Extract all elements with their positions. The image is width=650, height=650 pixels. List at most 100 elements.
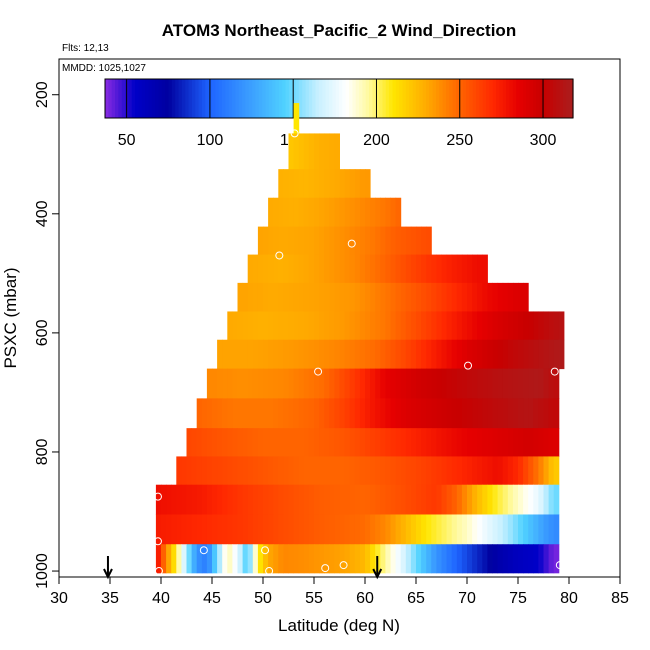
- data-points: [153, 129, 573, 576]
- heatmap-cell: [227, 311, 233, 341]
- heatmap-cell: [344, 282, 351, 312]
- colorbar-swatch: [445, 79, 450, 118]
- heatmap-cell: [395, 368, 402, 399]
- heatmap-cell: [263, 311, 269, 341]
- heatmap-cell: [507, 282, 514, 312]
- heatmap-cell: [201, 428, 208, 457]
- heatmap-cell: [349, 514, 356, 545]
- heatmap-cell: [456, 311, 463, 341]
- colorbar-swatch: [111, 79, 116, 118]
- heatmap-cell: [543, 368, 550, 399]
- heatmap-cell: [324, 282, 330, 312]
- heatmap-cell: [334, 484, 340, 515]
- heatmap-cell: [232, 514, 238, 545]
- colorbar-swatch: [318, 79, 323, 118]
- heatmap-cell: [426, 398, 432, 429]
- heatmap-cell: [186, 484, 193, 515]
- colorbar-swatch: [322, 79, 327, 118]
- data-point: [275, 251, 284, 260]
- heatmap-cell: [344, 428, 351, 457]
- heatmap-cell: [533, 484, 539, 515]
- heatmap-cell: [176, 456, 182, 486]
- heatmap-cell: [390, 368, 397, 399]
- heatmap-cell: [533, 398, 539, 429]
- heatmap-cell: [349, 254, 356, 284]
- heatmap-cell: [497, 428, 504, 457]
- heatmap-cell: [507, 339, 514, 370]
- heatmap-cell: [518, 368, 524, 399]
- colorbar-swatch: [349, 79, 353, 118]
- heatmap-cell: [288, 339, 295, 370]
- heatmap-cell: [232, 339, 238, 370]
- heatmap-cell: [263, 254, 269, 284]
- heatmap-cell: [492, 398, 499, 429]
- heatmap-cell: [196, 544, 203, 574]
- heatmap-cell: [518, 339, 524, 370]
- y-tick-label: 1000: [34, 553, 51, 589]
- heatmap-cell: [181, 456, 187, 486]
- heatmap-cell: [293, 339, 300, 370]
- heatmap-cell: [268, 339, 274, 370]
- heatmap-cell: [426, 339, 432, 370]
- data-point: [314, 367, 323, 376]
- heatmap-cell: [370, 339, 376, 370]
- heatmap-cell: [375, 428, 381, 457]
- heatmap-cell: [344, 254, 351, 284]
- heatmap-cell: [206, 368, 213, 399]
- heatmap-cell: [548, 456, 555, 486]
- heatmap-cell: [319, 544, 325, 574]
- heatmap-cell: [212, 514, 218, 545]
- heatmap-cell: [354, 368, 361, 399]
- heatmap-cell: [186, 456, 193, 486]
- heatmap-cell: [319, 169, 325, 199]
- heatmap-cell: [324, 311, 330, 341]
- colorbar-swatch: [332, 79, 337, 118]
- heatmap-cell: [518, 514, 524, 545]
- heatmap-cell: [390, 311, 397, 341]
- x-axis: 30 35 40 45 50 55 60 65 70 75 80 85: [50, 577, 629, 607]
- heatmap-cell: [212, 544, 218, 574]
- heatmap-cell: [293, 226, 300, 256]
- data-point: [199, 546, 208, 555]
- heatmap-cell: [502, 514, 509, 545]
- heatmap-cell: [385, 368, 391, 399]
- colorbar-swatch: [345, 79, 350, 118]
- heatmap-cell: [477, 484, 483, 515]
- heatmap-cell: [400, 398, 407, 429]
- heatmap-cell: [512, 428, 519, 457]
- heatmap-cell: [365, 398, 371, 429]
- heatmap-cell: [426, 254, 432, 284]
- heatmap-cell: [222, 484, 228, 515]
- heatmap-cell: [252, 428, 259, 457]
- heatmap-cell: [227, 456, 233, 486]
- heatmap-cell: [237, 368, 244, 399]
- heatmap-cell: [268, 282, 274, 312]
- heatmap-cell: [273, 254, 279, 284]
- heatmap-cell: [283, 311, 289, 341]
- heatmap-cell: [467, 456, 473, 486]
- colorbar-swatch: [275, 79, 280, 118]
- heatmap-cell: [421, 339, 427, 370]
- heatmap-cell: [523, 456, 529, 486]
- heatmap-cell: [380, 368, 386, 399]
- flights-label: Flts: 12,13: [62, 43, 109, 54]
- x-tick-label: 35: [101, 590, 119, 607]
- heatmap-cell: [472, 514, 478, 545]
- heatmap-cell: [334, 398, 340, 429]
- heatmap-cell: [308, 484, 315, 515]
- heatmap-cell: [212, 428, 218, 457]
- heatmap-cell: [461, 398, 468, 429]
- heatmap-cell: [482, 339, 488, 370]
- colorbar-swatch: [539, 79, 544, 118]
- heatmap-cell: [477, 456, 483, 486]
- colorbar-swatch: [288, 79, 293, 118]
- heatmap-cell: [247, 544, 254, 574]
- heatmap-cell: [263, 226, 269, 256]
- heatmap-cell: [385, 254, 391, 284]
- heatmap-cell: [334, 169, 340, 199]
- heatmap-cell: [293, 169, 300, 199]
- heatmap-cell: [344, 514, 351, 545]
- heatmap-cell: [538, 368, 544, 399]
- heatmap-cell: [543, 544, 550, 574]
- heatmap-cell: [278, 311, 284, 341]
